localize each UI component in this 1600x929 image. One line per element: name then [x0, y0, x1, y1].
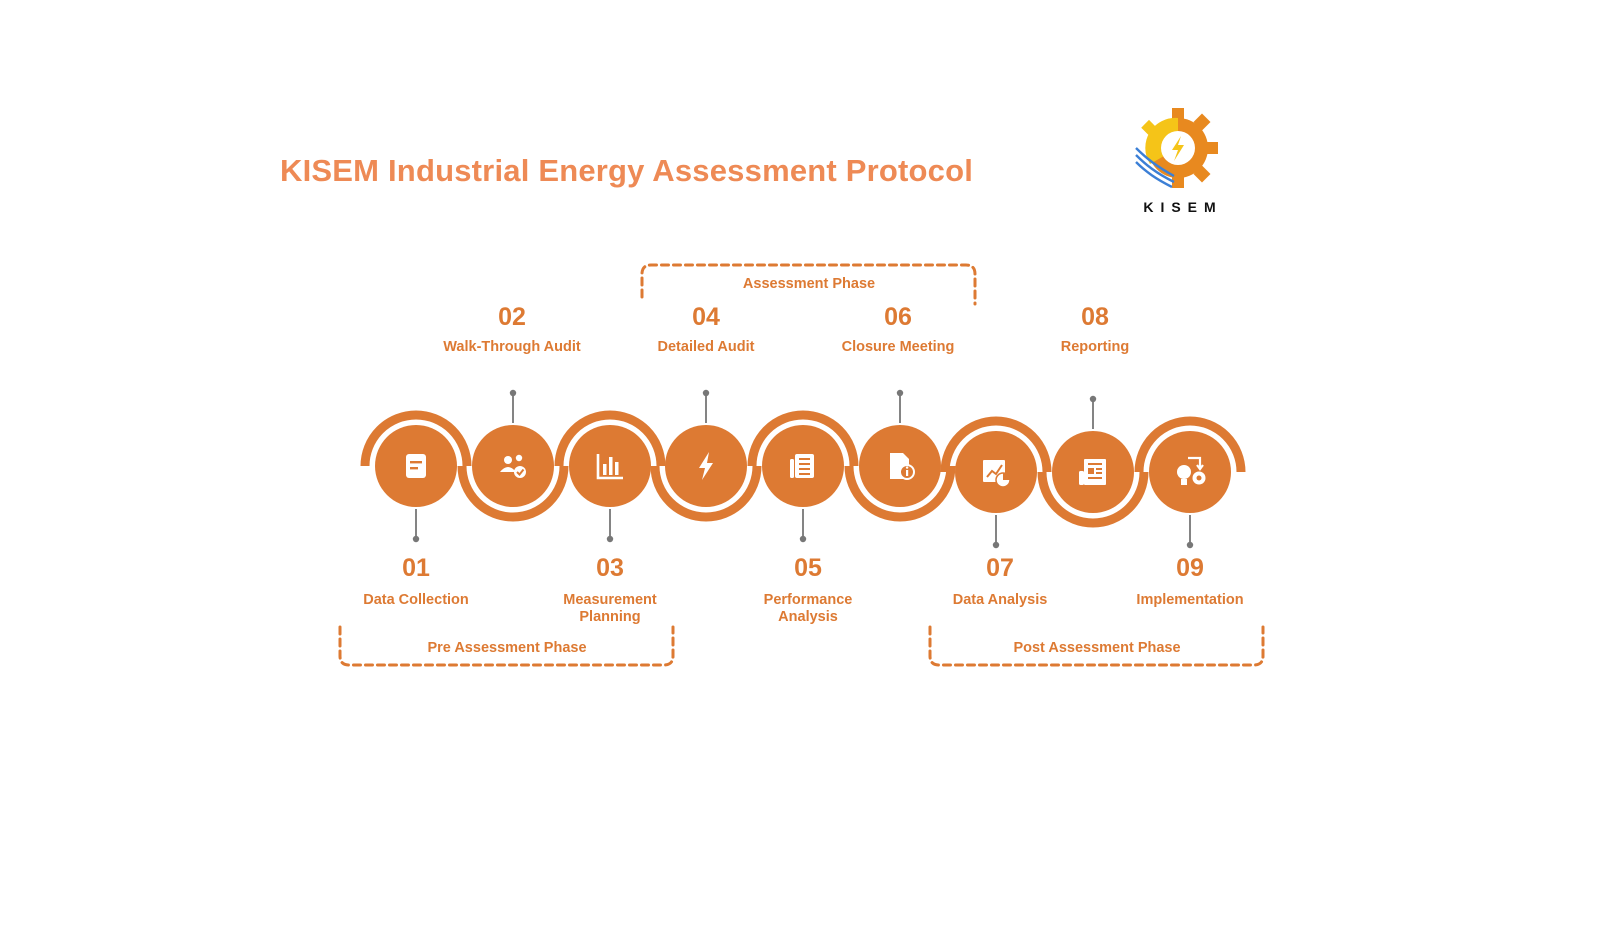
flow-ribbon-upper: [940, 416, 1052, 473]
step-label: Closure Meeting: [841, 339, 955, 355]
team-check-icon: [500, 454, 526, 478]
connector-dot: [896, 389, 904, 397]
connector-dot: [799, 535, 807, 543]
step-label: Implementation: [1136, 592, 1244, 608]
connector-dot: [1089, 395, 1097, 403]
flow-ribbon-lower: [650, 465, 762, 522]
step-node: [472, 425, 554, 507]
lightning-icon: [699, 452, 713, 480]
step-label: Measurement Planning: [563, 592, 657, 625]
flow-ribbon-upper: [360, 410, 472, 467]
step-label: Data Analysis: [952, 592, 1048, 608]
document-info-icon: [890, 453, 915, 480]
step-number: 03: [596, 554, 624, 582]
phase-label-assessment: Assessment Phase: [742, 276, 876, 292]
logo-text: KISEM: [1143, 199, 1223, 215]
step-label: Performance Analysis: [763, 592, 853, 625]
assessment-phase-bracket: [640, 263, 977, 306]
kisem-logo: [1135, 108, 1218, 189]
flow-ribbon-upper: [747, 410, 859, 467]
connector-dot: [509, 389, 517, 397]
report-icon: [1079, 459, 1106, 485]
document-list-icon: [790, 454, 814, 478]
wave-icon: [1135, 147, 1175, 189]
idea-gear-icon: [1177, 456, 1206, 485]
phase-label-post: Post Assessment Phase: [1013, 640, 1181, 656]
connector-dot: [412, 535, 420, 543]
page-title: KISEM Industrial Energy Assessment Proto…: [280, 153, 974, 188]
step-number: 05: [794, 554, 822, 582]
flow-ribbon-upper: [1134, 416, 1246, 473]
step-number: 02: [498, 303, 526, 331]
step-number: 08: [1081, 303, 1109, 331]
step-number: 01: [402, 554, 430, 582]
flow-ribbon-lower: [844, 465, 956, 522]
flow-ribbon-lower: [457, 465, 569, 522]
step-label: Walk-Through Audit: [443, 339, 581, 355]
connector-dot: [992, 541, 1000, 549]
step-number: 07: [986, 554, 1014, 582]
step-number: 04: [692, 303, 720, 331]
flow-ribbon-upper: [554, 410, 666, 467]
step-label: Data Collection: [363, 592, 469, 608]
connector-dot: [1186, 541, 1194, 549]
step-number: 09: [1176, 554, 1204, 582]
phase-label-pre: Pre Assessment Phase: [427, 640, 587, 656]
bar-chart-icon: [596, 454, 623, 480]
flow-ribbon-lower: [1037, 471, 1149, 528]
step-label: Reporting: [1060, 339, 1130, 355]
step-number: 06: [884, 303, 912, 331]
connector-dot: [606, 535, 614, 543]
note-icon: [406, 454, 426, 478]
connector-dot: [702, 389, 710, 397]
chart-analysis-icon: [983, 460, 1011, 488]
step-label: Detailed Audit: [657, 339, 755, 355]
